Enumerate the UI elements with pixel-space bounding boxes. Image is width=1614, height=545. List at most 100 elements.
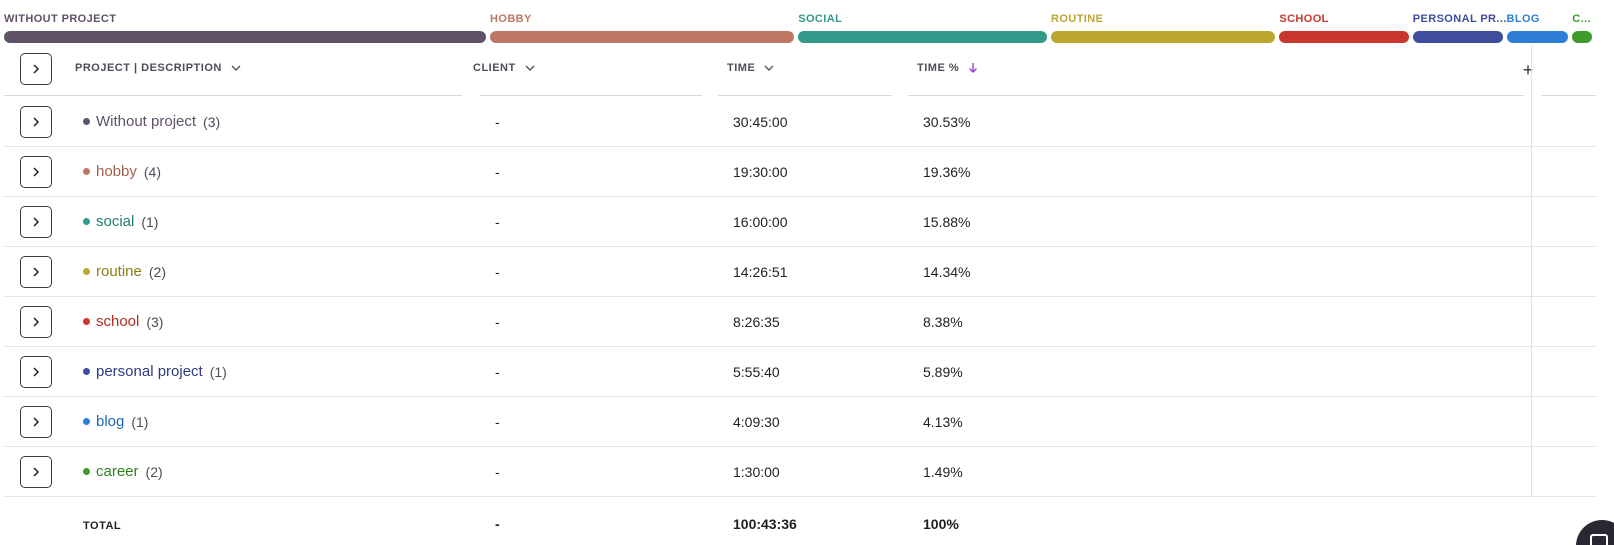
share-segment[interactable]: SOCIAL <box>798 10 1048 44</box>
expand-row-button[interactable] <box>20 406 52 438</box>
share-segment[interactable]: SCHOOL <box>1279 10 1409 44</box>
chevron-down-icon <box>230 62 242 74</box>
time-cell: 19:30:00 <box>733 164 788 180</box>
header-divider <box>1541 95 1596 96</box>
total-label: TOTAL <box>83 520 122 532</box>
share-segment-fill <box>1412 31 1503 43</box>
add-column-button[interactable]: + <box>1522 59 1534 80</box>
share-segment-fill <box>798 31 1048 43</box>
share-segment-label: ROUTINE <box>1051 13 1104 25</box>
project-name: hobby <box>96 163 137 180</box>
share-segment-label: WITHOUT PROJECT <box>4 13 117 25</box>
chevron-right-icon <box>33 317 40 327</box>
project-color-dot <box>83 118 90 125</box>
client-cell: - <box>495 464 500 480</box>
table-row[interactable]: Without project (3) - 30:45:00 30.53% <box>4 97 1596 147</box>
chevron-right-icon <box>33 117 40 127</box>
time-percent-cell: 15.88% <box>923 214 971 230</box>
time-cell: 5:55:40 <box>733 364 780 380</box>
chevron-right-icon <box>33 367 40 377</box>
client-cell: - <box>495 114 500 130</box>
share-segment-fill <box>490 31 795 43</box>
project-cell[interactable]: school (3) <box>83 313 163 330</box>
entry-count: (2) <box>145 463 163 480</box>
time-cell: 8:26:35 <box>733 314 780 330</box>
client-cell: - <box>495 364 500 380</box>
project-name: routine <box>96 263 142 280</box>
share-segment[interactable]: BLOG <box>1506 10 1569 44</box>
table-row[interactable]: school (3) - 8:26:35 8.38% <box>4 297 1596 347</box>
share-segment-fill <box>1572 31 1592 43</box>
project-cell[interactable]: routine (2) <box>83 263 166 280</box>
column-header-time[interactable]: TIME <box>727 62 775 74</box>
chevron-right-icon <box>33 64 40 74</box>
expand-row-button[interactable] <box>20 356 52 388</box>
table-row[interactable]: blog (1) - 4:09:30 4.13% <box>4 397 1596 447</box>
time-percent-cell: 5.89% <box>923 364 963 380</box>
chevron-down-icon <box>524 62 536 74</box>
chevron-right-icon <box>33 267 40 277</box>
client-cell: - <box>495 314 500 330</box>
time-percent-cell: 4.13% <box>923 414 963 430</box>
share-segment[interactable]: WITHOUT PROJECT <box>4 10 487 44</box>
header-divider <box>4 95 462 96</box>
column-header-project[interactable]: PROJECT | DESCRIPTION <box>75 62 242 74</box>
share-segment-fill <box>4 31 487 43</box>
share-segment[interactable]: C... <box>1572 10 1592 44</box>
chevron-right-icon <box>33 217 40 227</box>
project-cell[interactable]: career (2) <box>83 463 163 480</box>
column-header-time-percent[interactable]: TIME % <box>917 62 979 74</box>
expand-row-button[interactable] <box>20 256 52 288</box>
expand-row-button[interactable] <box>20 456 52 488</box>
column-header-client[interactable]: CLIENT <box>473 62 536 74</box>
project-cell[interactable]: social (1) <box>83 213 158 230</box>
chevron-right-icon <box>33 167 40 177</box>
entry-count: (3) <box>146 313 164 330</box>
project-share-bar: WITHOUT PROJECT HOBBY SOCIAL ROUTINE SCHOOL P… <box>4 10 1596 44</box>
column-divider <box>1531 45 1532 497</box>
table-row[interactable]: hobby (4) - 19:30:00 19.36% <box>4 147 1596 197</box>
share-segment-label: SOCIAL <box>798 13 843 25</box>
total-row: TOTAL - 100:43:36 100% <box>4 497 1596 545</box>
client-cell: - <box>495 214 500 230</box>
table-body: Without project (3) - 30:45:00 30.53% hobby (4… <box>4 97 1596 497</box>
table-row[interactable]: personal project (1) - 5:55:40 5.89% <box>4 347 1596 397</box>
share-segment-label: SCHOOL <box>1279 13 1329 25</box>
expand-row-button[interactable] <box>20 306 52 338</box>
share-segment[interactable]: ROUTINE <box>1051 10 1276 44</box>
project-cell[interactable]: personal project (1) <box>83 363 227 380</box>
expand-row-button[interactable] <box>20 206 52 238</box>
expand-row-button[interactable] <box>20 106 52 138</box>
share-segment-fill <box>1279 31 1409 43</box>
share-segment[interactable]: PERSONAL PR... <box>1412 10 1506 44</box>
header-divider <box>908 95 1524 96</box>
project-cell[interactable]: hobby (4) <box>83 163 161 180</box>
total-time: 100:43:36 <box>733 516 797 532</box>
time-percent-cell: 19.36% <box>923 164 971 180</box>
project-color-dot <box>83 168 90 175</box>
chevron-down-icon <box>763 62 775 74</box>
share-segment-label: C... <box>1572 13 1591 25</box>
table-row[interactable]: career (2) - 1:30:00 1.49% <box>4 447 1596 497</box>
project-color-dot <box>83 268 90 275</box>
project-name: school <box>96 313 140 330</box>
expand-row-button[interactable] <box>20 156 52 188</box>
share-segment[interactable]: HOBBY <box>490 10 795 44</box>
expand-all-button[interactable] <box>20 53 52 85</box>
client-cell: - <box>495 264 500 280</box>
time-cell: 14:26:51 <box>733 264 788 280</box>
time-percent-cell: 14.34% <box>923 264 971 280</box>
project-name: personal project <box>96 363 203 380</box>
header-divider <box>480 95 702 96</box>
project-cell[interactable]: blog (1) <box>83 413 148 430</box>
project-color-dot <box>83 468 90 475</box>
table-row[interactable]: social (1) - 16:00:00 15.88% <box>4 197 1596 247</box>
table-row[interactable]: routine (2) - 14:26:51 14.34% <box>4 247 1596 297</box>
share-segment-fill <box>1506 31 1569 43</box>
total-time-percent: 100% <box>923 516 959 532</box>
time-cell: 4:09:30 <box>733 414 780 430</box>
client-cell: - <box>495 164 500 180</box>
project-name: blog <box>96 413 125 430</box>
project-cell[interactable]: Without project (3) <box>83 113 220 130</box>
time-percent-cell: 30.53% <box>923 114 971 130</box>
